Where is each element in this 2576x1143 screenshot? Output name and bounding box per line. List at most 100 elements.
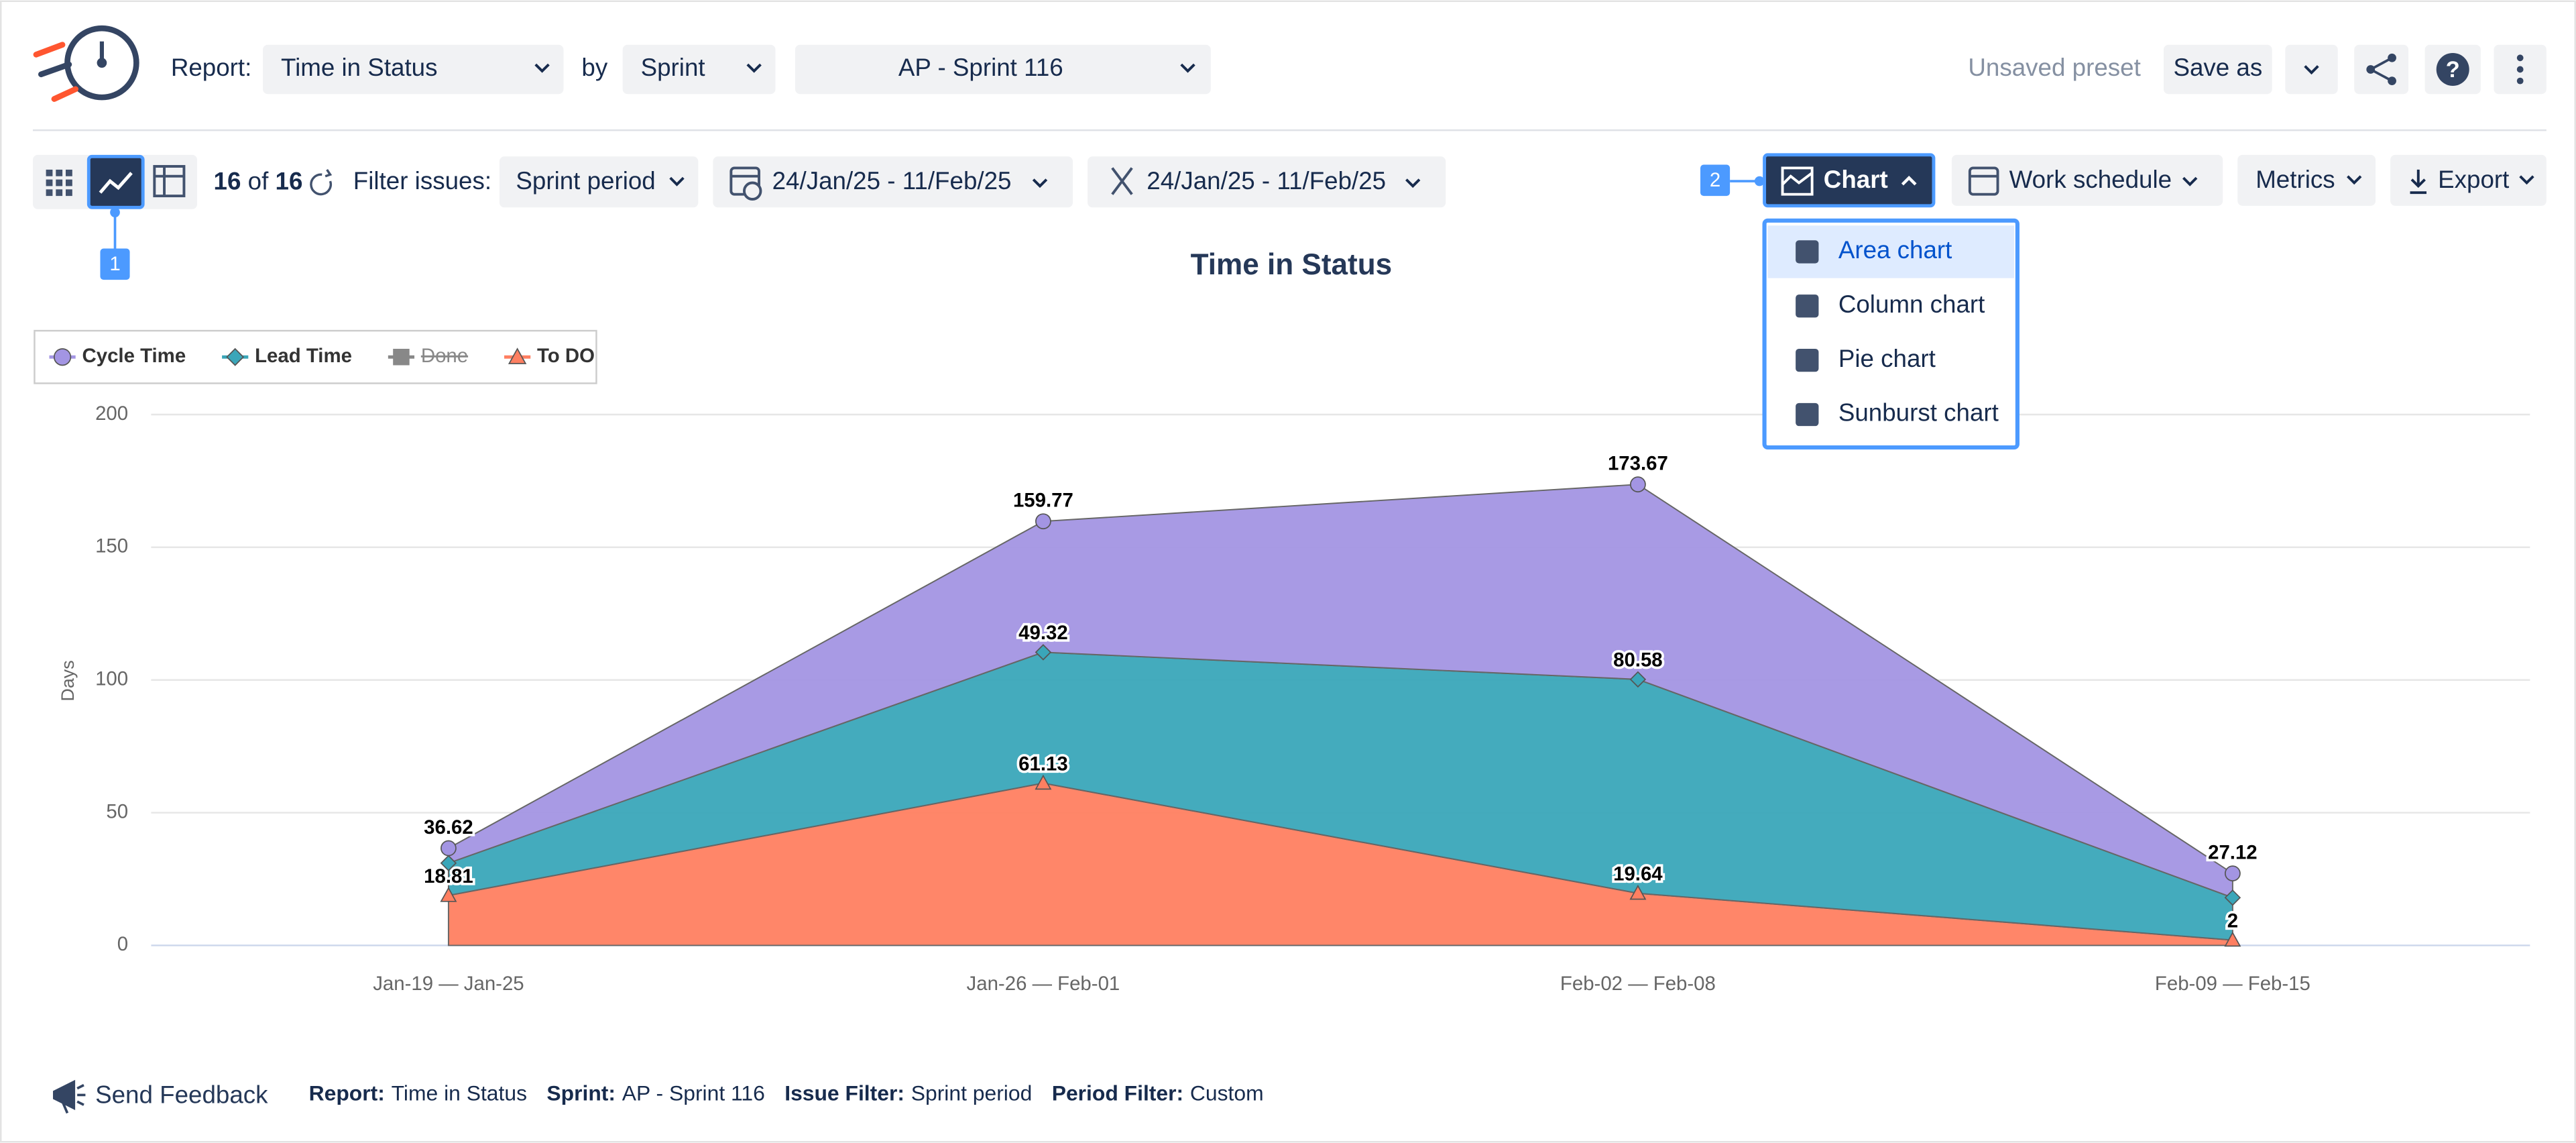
marker (1035, 513, 1051, 530)
metrics-dropdown[interactable] (2237, 154, 2376, 206)
marker (1629, 884, 1647, 900)
period-value: 24/Jan/25 - 11/Feb/25 (772, 167, 1012, 195)
footer-key: Issue Filter: (784, 1081, 904, 1105)
legend-label: To DO (537, 345, 595, 367)
chart-button-label: Chart (1824, 166, 1888, 193)
footer-key: Period Filter: (1052, 1081, 1183, 1105)
chevron (2519, 175, 2534, 185)
filter-dropdown[interactable] (499, 156, 699, 208)
period-dropdown[interactable] (713, 156, 1073, 208)
menu-item[interactable]: Area chart (1838, 236, 1952, 264)
legend-item[interactable]: Cycle Time (49, 345, 186, 367)
work-schedule-dropdown[interactable] (1951, 154, 2223, 206)
x-tick-label: Feb-02 — Feb-08 (1560, 973, 1716, 995)
data-label: 19.64 (1613, 863, 1663, 885)
chart-view-icon (99, 172, 133, 194)
footer-value: Sprint period (911, 1081, 1033, 1105)
legend-label: Done (421, 345, 468, 367)
stack-total-label: 173.67 (1608, 453, 1668, 475)
feedback-link[interactable]: Send Feedback (95, 1081, 268, 1109)
menu-item-icon (1796, 240, 1819, 264)
filter-value: Sprint period (516, 167, 655, 195)
refresh-icon[interactable] (310, 168, 333, 196)
badge-label: 1 (109, 253, 120, 275)
save-as-button[interactable] (2163, 44, 2272, 95)
y-tick-label: 0 (117, 933, 128, 955)
y-tick-label: 200 (95, 402, 128, 425)
groupby-dropdown[interactable] (622, 44, 776, 95)
chart-icon (1781, 166, 1814, 196)
legend-item[interactable]: Done (388, 345, 468, 367)
shown-count: 16 (214, 167, 241, 195)
menu-item-icon (1796, 402, 1819, 427)
feedback-icon (53, 1079, 86, 1114)
preset: Unsaved preset (1968, 54, 2140, 81)
chevron (2347, 175, 2362, 185)
marker (440, 855, 457, 871)
metrics-label: Metrics (2256, 166, 2335, 193)
badge (100, 248, 130, 280)
cut-icon (1111, 167, 1133, 195)
grid-view-icon[interactable] (46, 169, 72, 197)
x-tick-label: Feb-09 — Feb-15 (2155, 973, 2310, 995)
menu-item[interactable]: Sunburst chart (1838, 399, 1999, 427)
plot: 0 50 100 150 200 Jan-19 — Jan-25 Jan-26 — Feb-… (49, 345, 2530, 995)
x-tick-label: Jan-26 — Feb-01 (967, 973, 1120, 995)
pivot-view-icon[interactable] (153, 165, 186, 198)
export-icon (2410, 169, 2427, 195)
y-tick-label: 100 (95, 667, 128, 690)
report-value: Time in Status (281, 54, 438, 81)
legend-item[interactable]: To DO (504, 345, 595, 367)
marker (441, 840, 457, 857)
chevron (2304, 65, 2319, 75)
badge (1700, 164, 1731, 197)
x-tick-label: Jan-19 — Jan-25 (373, 973, 524, 995)
legend-item[interactable]: Lead Time (222, 345, 352, 367)
chevron (746, 63, 762, 73)
filter-label: Filter issues: (353, 167, 491, 195)
data-label: 49.32 (1018, 622, 1068, 644)
report-dropdown[interactable] (263, 44, 564, 95)
chevron (1032, 178, 1048, 188)
period-filter-dropdown[interactable] (1088, 156, 1446, 208)
legend-label: Cycle Time (82, 345, 186, 367)
export-label: Export (2438, 166, 2509, 193)
chevron (1901, 176, 1917, 186)
marker (440, 887, 457, 902)
chart-view-button[interactable] (86, 154, 145, 209)
export-dropdown[interactable] (2390, 154, 2546, 206)
work-schedule-label: Work schedule (2009, 166, 2172, 193)
save-menu-button[interactable] (2285, 44, 2338, 95)
marker (1630, 476, 1646, 493)
marker (2224, 889, 2241, 906)
footer-info: Report: Time in Status Sprint: AP - Sprint … (309, 1081, 1264, 1105)
badge-dot (110, 207, 120, 217)
data-label: 2 (2227, 910, 2238, 932)
marker (1629, 671, 1647, 688)
y-tick-label: 50 (106, 800, 128, 822)
menu-item-icon (1796, 348, 1819, 372)
sprint-value: AP - Sprint 116 (898, 54, 1063, 81)
marker (2224, 931, 2241, 947)
footer-value: Time in Status (392, 1081, 527, 1105)
report-label: Report: (171, 54, 252, 81)
marker (1035, 774, 1052, 790)
menu-item[interactable]: Pie chart (1838, 345, 1936, 372)
marker (1035, 644, 1052, 661)
stack-total-label: 159.77 (1013, 490, 1073, 512)
chart-type-menu: Area chart Column chart Pie chart Sunburst … (1762, 218, 2019, 450)
menu-item[interactable]: Column chart (1838, 290, 1985, 318)
share-button[interactable] (2354, 44, 2409, 95)
badge-label: 2 (1710, 169, 1720, 191)
data-label: 80.58 (1613, 649, 1663, 671)
count-of: of (248, 167, 269, 195)
sprint-dropdown[interactable] (795, 44, 1211, 95)
marker (2225, 865, 2241, 881)
chevron (669, 176, 685, 186)
y-tick-label: 150 (95, 535, 128, 557)
total-count: 16 (276, 167, 303, 195)
data-label: 61.13 (1018, 753, 1068, 775)
period-filter-value: 24/Jan/25 - 11/Feb/25 (1147, 167, 1386, 195)
logo (33, 25, 139, 102)
